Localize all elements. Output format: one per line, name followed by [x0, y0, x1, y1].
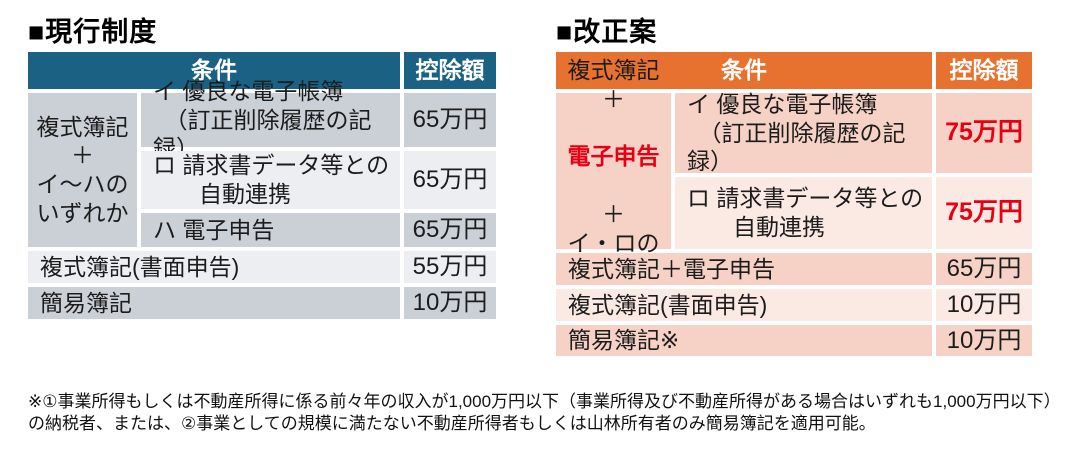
revised-group-label-highlight: 電子申告 — [567, 143, 660, 170]
current-amount-cell-ro: 65万円 — [404, 151, 496, 209]
current-system-table: 条件 控除額 複式簿記 ＋ イ～ハの いずれか イ 優良な電子帳簿 （訂正削除履… — [28, 52, 496, 319]
revised-proposal-title: ■改正案 — [556, 17, 658, 47]
footnote: ※①事業所得もしくは不動産所得に係る前々年の収入が1,000万円以下（事業所得及… — [28, 392, 1061, 434]
current-condition-cell-ro: ロ 請求書データ等との 自動連携 — [141, 151, 400, 209]
current-system-title: ■現行制度 — [28, 17, 158, 47]
revised-header-amount: 控除額 — [936, 52, 1032, 89]
current-condition-cell-simple: 簡易簿記 — [28, 287, 400, 319]
revised-group-label-top: 複式簿記 ＋ — [567, 57, 660, 112]
current-group-condition-cell: 複式簿記 ＋ イ～ハの いずれか — [28, 93, 137, 247]
revised-condition-cell-i: イ 優良な電子帳簿 （訂正削除履歴の記録） — [675, 91, 932, 174]
revised-condition-cell-efiling: 複式簿記＋電子申告 — [556, 253, 932, 285]
revised-group-condition-cell: 複式簿記 ＋ 電子申告 ＋ イ・ロの いずれか — [556, 57, 671, 284]
revised-amount-cell-paper: 10万円 — [936, 289, 1032, 321]
revised-proposal-table: 条件 控除額 複式簿記 ＋ 電子申告 ＋ イ・ロの いずれか イ 優良な電子帳簿… — [556, 52, 1032, 356]
current-condition-cell-i: イ 優良な電子帳簿 （訂正削除履歴の記録） — [141, 78, 400, 161]
revised-condition-cell-ro: ロ 請求書データ等との 自動連携 — [675, 177, 932, 249]
revised-condition-cell-paper: 複式簿記(書面申告) — [556, 289, 932, 321]
current-amount-cell-i: 65万円 — [404, 93, 496, 147]
revised-amount-cell-ro: 75万円 — [936, 177, 1032, 249]
current-condition-cell-ha: ハ 電子申告 — [141, 213, 400, 247]
current-header-condition: 条件 — [28, 52, 400, 89]
revised-condition-cell-simple: 簡易簿記※ — [556, 325, 932, 356]
current-header-amount: 控除額 — [404, 52, 496, 89]
revised-header-condition: 条件 — [556, 52, 932, 89]
revised-amount-cell-efiling: 65万円 — [936, 253, 1032, 285]
revised-amount-cell-i: 75万円 — [936, 93, 1032, 173]
current-amount-cell-paper: 55万円 — [404, 251, 496, 283]
current-condition-cell-paper: 複式簿記(書面申告) — [28, 251, 400, 283]
current-amount-cell-ha: 65万円 — [404, 213, 496, 247]
current-amount-cell-simple: 10万円 — [404, 287, 496, 319]
revised-amount-cell-simple: 10万円 — [936, 325, 1032, 356]
